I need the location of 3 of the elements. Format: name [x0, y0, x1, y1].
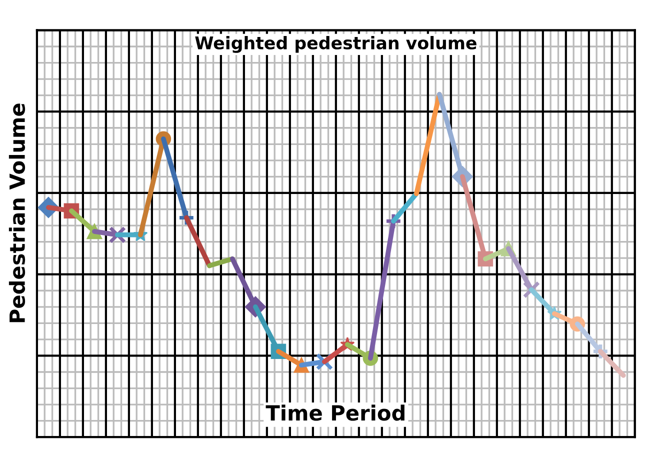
- chart-title: Weighted pedestrian volume: [195, 36, 476, 53]
- x-axis-title: Time Period: [266, 404, 404, 421]
- y-axis-title: Pedestrian Volume: [8, 104, 26, 322]
